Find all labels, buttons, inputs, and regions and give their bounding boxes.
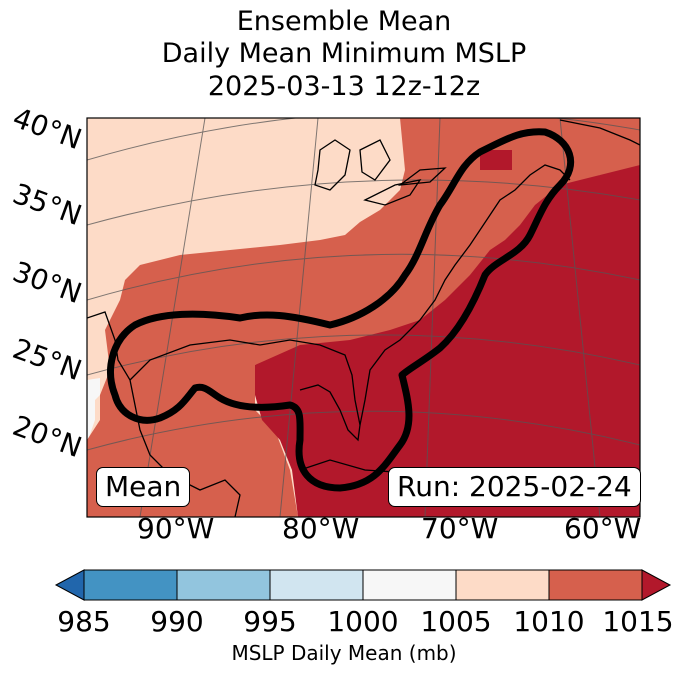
mean-contour (107, 128, 575, 492)
pressure-patch (480, 150, 512, 170)
lon-label-90w: 90°W (137, 512, 215, 545)
title-line-2: Daily Mean Minimum MSLP (161, 38, 527, 69)
pressure-field-1000-1005 (87, 378, 100, 440)
graticule (87, 118, 640, 517)
colorbar-1005-1010 (455, 569, 550, 601)
lon-label-80w: 80°W (282, 512, 360, 545)
mean-label-box: Mean (96, 467, 191, 507)
colorbar-1000-1005 (362, 569, 457, 601)
colorbar-under (54, 569, 85, 601)
coastlines (87, 119, 640, 517)
colorbar-995-1000 (269, 569, 364, 601)
colorbar (54, 569, 672, 601)
colorbar-over (641, 569, 672, 601)
colorbar-1010-1015 (548, 569, 643, 601)
colorbar-tick-990: 990 (150, 605, 204, 638)
colorbar-tick-1010: 1010 (513, 605, 585, 638)
lon-label-60w: 60°W (564, 512, 642, 545)
colorbar-tick-995: 995 (243, 605, 297, 638)
colorbar-tick-1000: 1000 (327, 605, 399, 638)
colorbar-label: MSLP Daily Mean (mb) (231, 641, 457, 665)
colorbar-990-995 (176, 569, 271, 601)
title-line-3: 2025-03-13 12z-12z (207, 71, 481, 102)
colorbar-985-990 (83, 569, 178, 601)
lon-label-70w: 70°W (421, 512, 499, 545)
colorbar-tick-1015: 1015 (602, 605, 674, 638)
pressure-field-1010-1015 (87, 118, 640, 517)
map-frame (86, 117, 641, 518)
run-date-box: Run: 2025-02-24 (388, 467, 641, 507)
colorbar-tick-1005: 1005 (420, 605, 492, 638)
title-line-1: Ensemble Mean (236, 6, 452, 37)
colorbar-tick-985: 985 (57, 605, 111, 638)
